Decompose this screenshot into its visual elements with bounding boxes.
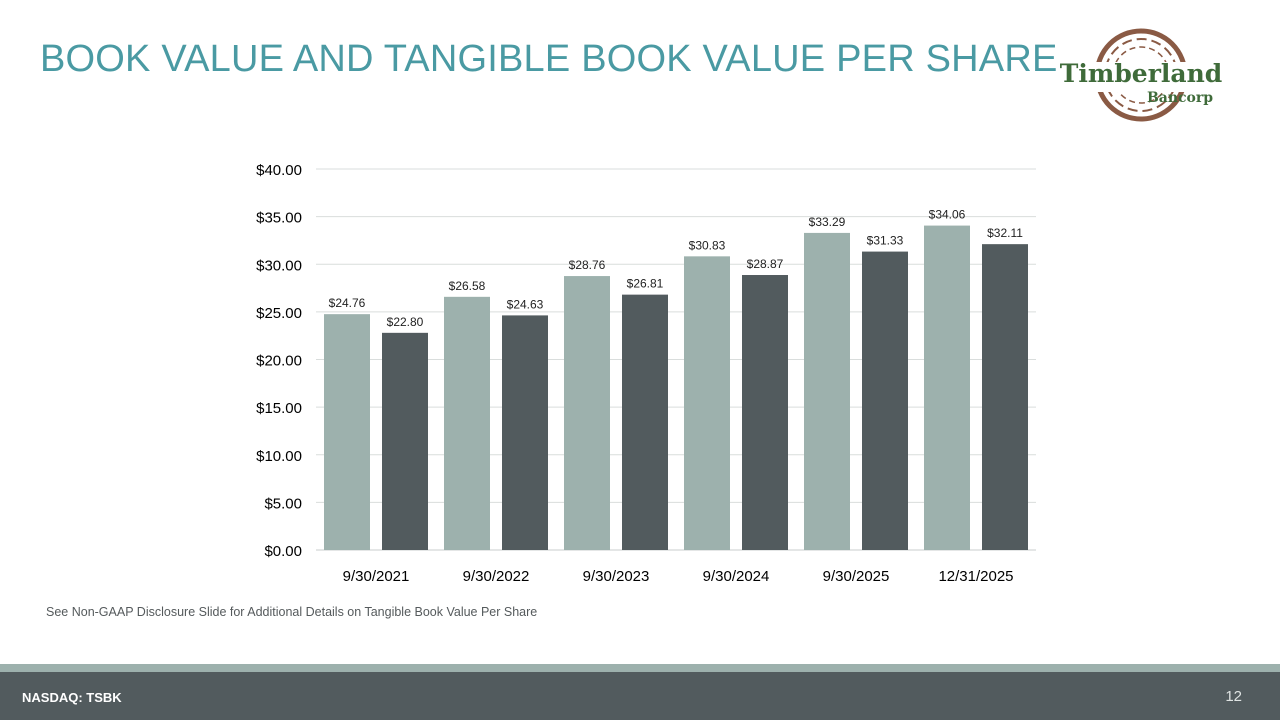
tangible-book-value-bar (502, 315, 548, 550)
tangible-book-value-bar (982, 244, 1028, 550)
book-value-bar (444, 296, 490, 550)
logo-brand-sub: Bancorp (1147, 90, 1213, 106)
company-logo: Timberland Bancorp (1056, 26, 1226, 124)
logo-brand-name: Timberland (1060, 59, 1222, 88)
x-tick-label: 9/30/2024 (703, 568, 770, 585)
tangible-book-value-bar (622, 294, 668, 550)
data-label: $26.58 (449, 279, 486, 293)
data-label: $33.29 (809, 215, 846, 229)
y-tick-label: $40.00 (256, 162, 302, 179)
data-label: $24.63 (507, 297, 544, 311)
data-label: $22.80 (387, 315, 424, 329)
book-value-bar (924, 225, 970, 550)
data-label: $24.76 (329, 296, 366, 310)
y-tick-label: $20.00 (256, 353, 302, 370)
book-value-bar (324, 314, 370, 550)
book-value-bar (684, 256, 730, 550)
book-value-bar (564, 276, 610, 550)
page-number: 12 (1225, 688, 1242, 705)
y-tick-label: $0.00 (264, 543, 302, 560)
tangible-book-value-bar (382, 332, 428, 550)
y-tick-label: $10.00 (256, 448, 302, 465)
x-tick-label: 9/30/2022 (463, 568, 530, 585)
x-tick-label: 9/30/2025 (823, 568, 890, 585)
y-tick-label: $35.00 (256, 210, 302, 227)
tangible-book-value-bar (742, 275, 788, 550)
data-label: $26.81 (627, 277, 664, 291)
y-tick-label: $5.00 (264, 495, 302, 512)
y-tick-label: $30.00 (256, 257, 302, 274)
x-tick-label: 9/30/2023 (583, 568, 650, 585)
footer-bar: NASDAQ: TSBK 12 (0, 672, 1280, 720)
footnote: See Non-GAAP Disclosure Slide for Additi… (46, 605, 538, 619)
y-tick-label: $25.00 (256, 305, 302, 322)
x-tick-label: 12/31/2025 (938, 568, 1013, 585)
bar-chart: $0.00 $5.00 $10.00 $15.00 $20.00 $25.00 $30.00… (230, 150, 1050, 590)
data-label: $31.33 (867, 234, 904, 248)
data-label: $34.06 (929, 208, 966, 222)
tangible-book-value-bar (862, 251, 908, 550)
data-label: $28.76 (569, 258, 606, 272)
book-value-bar (804, 232, 850, 550)
footer-accent-strip (0, 664, 1280, 672)
slide-title: BOOK VALUE AND TANGIBLE BOOK VALUE PER S… (40, 38, 1058, 80)
x-tick-label: 9/30/2021 (343, 568, 410, 585)
data-label: $30.83 (689, 238, 726, 252)
stock-ticker: NASDAQ: TSBK (22, 690, 122, 705)
data-label: $32.11 (987, 226, 1023, 240)
y-tick-label: $15.00 (256, 400, 302, 417)
data-label: $28.87 (747, 257, 784, 271)
tree-rings-icon: Timberland Bancorp (1058, 28, 1224, 122)
chart-canvas: $0.00 $5.00 $10.00 $15.00 $20.00 $25.00 $30.00… (256, 162, 1036, 585)
